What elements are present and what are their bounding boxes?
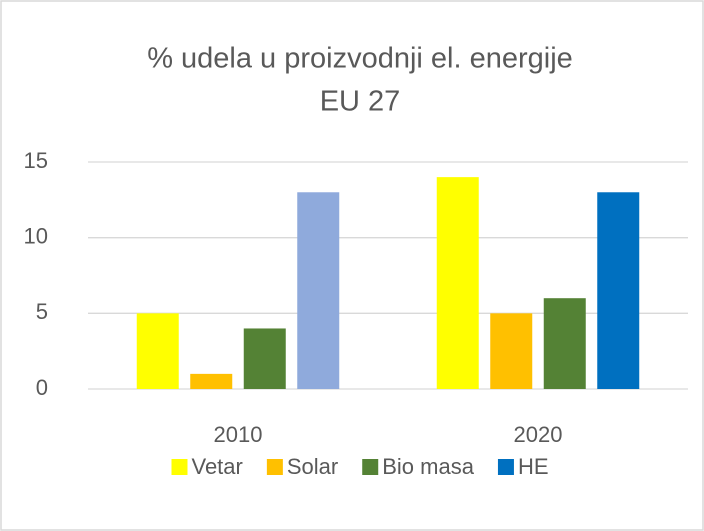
bar: [136, 313, 179, 389]
bar: [597, 192, 640, 389]
bar: [490, 313, 533, 389]
legend-label: Bio masa: [382, 454, 474, 479]
legend-label: HE: [518, 454, 549, 479]
chart-title: % udela u proizvodnji el. energije: [147, 43, 573, 75]
y-tick-label: 0: [36, 375, 48, 400]
x-tick-label: 2020: [514, 422, 563, 447]
y-tick-label: 10: [24, 223, 48, 248]
bar: [243, 328, 286, 389]
legend-label: Solar: [287, 454, 338, 479]
y-tick-label: 15: [24, 148, 48, 173]
bar: [190, 373, 233, 389]
bar: [436, 177, 479, 389]
legend-swatch: [362, 459, 379, 475]
bar: [297, 192, 340, 389]
legend-swatch: [266, 459, 283, 475]
legend-label: Vetar: [191, 454, 242, 479]
legend-swatch: [497, 459, 514, 475]
x-tick-label: 2010: [214, 422, 263, 447]
y-tick-label: 5: [36, 299, 48, 324]
legend-swatch: [171, 459, 188, 475]
chart-title: EU 27: [320, 86, 401, 118]
bar: [543, 298, 586, 389]
